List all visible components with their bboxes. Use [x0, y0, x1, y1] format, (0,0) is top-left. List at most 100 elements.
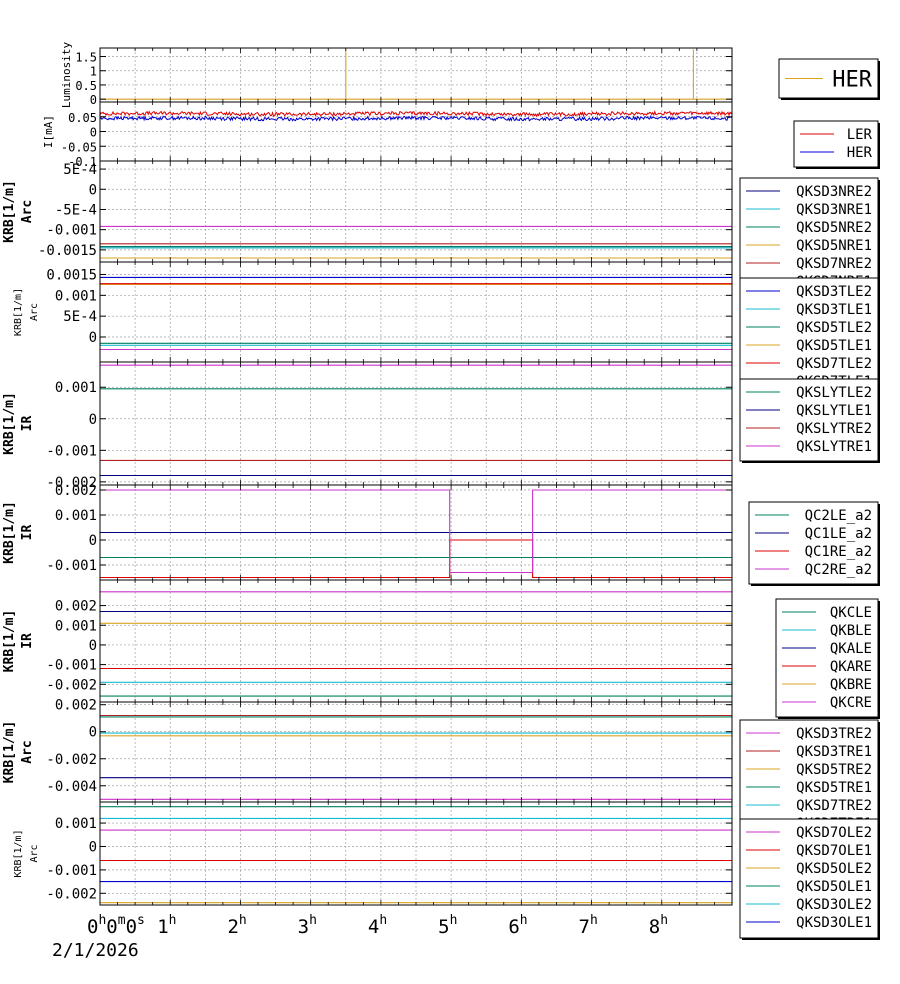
y-axis-label-region: Arc: [20, 740, 35, 763]
series-line-qc1re_a2: [100, 539, 732, 579]
legend-entry-qksd7tle2: QKSD7TLE2: [796, 356, 872, 372]
legend-entry-qkcle: QKCLE: [830, 605, 872, 621]
legend-entry-qksd5tre1: QKSD5TRE1: [796, 780, 872, 796]
series-line-her: [100, 49, 732, 100]
legend: QKSD7OLE2 QKSD7OLE1 QKSD5OLE2 QKSD5OLE1 QKSD…: [739, 818, 880, 940]
x-tick-label: 8h: [649, 913, 668, 938]
y-tick-label: -0.002: [46, 752, 97, 768]
y-tick-label: -0.1: [68, 155, 97, 169]
legend-entry-qksd7ole1: QKSD7OLE1: [796, 843, 872, 859]
y-tick-label: 0.0015: [46, 268, 97, 284]
y-tick-label: 0.001: [55, 380, 97, 396]
legend-entry-qksd5tle1: QKSD5TLE1: [796, 338, 872, 354]
y-tick-label: 0: [89, 725, 97, 741]
y-axis-label: KRB[1/m]: [2, 180, 17, 243]
y-axis-label: I[mA]: [42, 115, 55, 148]
series-line-her: [99, 114, 733, 122]
legend-entry-qksd7nre2: QKSD7NRE2: [796, 256, 872, 272]
y-tick-label: 0: [89, 638, 97, 654]
legend-entry-qkbre: QKBRE: [830, 677, 872, 693]
legend-entry-qkble: QKBLE: [830, 623, 872, 639]
y-tick-label: 0.002: [55, 599, 97, 615]
legend-entry-qksd5ole1: QKSD5OLE1: [796, 879, 872, 895]
legend-entry-qc1le_a2: QC1LE_a2: [805, 526, 872, 542]
panel-6: 0.002 0.001 0 -0.001 KRB[1/m] IR: [2, 483, 733, 581]
legend-box: [748, 501, 879, 585]
legend-entry-qkslytre1: QKSLYTRE1: [796, 439, 872, 455]
y-tick-label: -5E-4: [55, 202, 97, 218]
y-tick-label: -0.002: [46, 475, 97, 491]
legend-entry-qkale: QKALE: [830, 641, 872, 657]
legend: LER HER: [793, 120, 880, 169]
legend-entry-qksd3tle1: QKSD3TLE1: [796, 302, 872, 318]
legend-box: [793, 120, 879, 168]
legend: QC2LE_a2 QC1LE_a2 QC1RE_a2 QC2RE_a2: [748, 501, 880, 586]
panel-9: 0.001 0 -0.001 -0.002 KRB[1/m] Arc: [13, 801, 733, 906]
legend-entry-qkare: QKARE: [830, 659, 872, 675]
x-tick-label: 4h: [368, 913, 387, 938]
y-axis-label-region: Arc: [29, 844, 40, 862]
y-tick-label: 0.001: [55, 816, 97, 832]
y-tick-label: -0.0015: [38, 243, 97, 259]
legend: QKSLYTLE2 QKSLYTLE1 QKSLYTRE2 QKSLYTRE1: [739, 378, 880, 463]
x-tick-label: 0h0m0s: [87, 913, 145, 938]
legend-entry-qksd3ole2: QKSD3OLE2: [796, 897, 872, 913]
legend-box: [739, 818, 879, 939]
y-tick-label: 1: [90, 65, 97, 79]
y-tick-label: 0.5: [75, 79, 97, 93]
y-tick-label: 0.001: [55, 288, 97, 304]
x-axis-labels: 0h0m0s 1h 2h 3h 4h 5h 6h 7h 8h 2/1/2026: [52, 913, 668, 961]
y-axis-label-region: IR: [20, 525, 35, 541]
y-tick-label: -0.002: [46, 677, 97, 693]
legend-box: [739, 177, 879, 298]
legend-box: [739, 378, 879, 462]
y-tick-label: 0: [89, 839, 97, 855]
x-tick-label: 7h: [579, 913, 598, 938]
legend-entry-qc2re_a2: QC2RE_a2: [805, 562, 872, 578]
legend-entry-qksd3tre1: QKSD3TRE1: [796, 744, 872, 760]
x-tick-label: 6h: [508, 913, 527, 938]
legend-entry-qksd7tre2: QKSD7TRE2: [796, 798, 872, 814]
y-tick-label: 0.001: [55, 618, 97, 634]
panel-3: 5E-4 0 -5E-4 -0.001 -0.0015 KRB[1/m] Arc: [2, 160, 733, 263]
y-axis-label-region: IR: [20, 633, 35, 649]
y-axis-label: Luminosity: [60, 42, 73, 109]
legend-entry-qksd5tre2: QKSD5TRE2: [796, 762, 872, 778]
x-tick-label: 2h: [227, 913, 246, 938]
y-axis-label: KRB[1/m]: [13, 829, 24, 877]
legend: QKCLE QKBLE QKALE QKARE QKBRE QKCRE: [775, 598, 880, 719]
legend-entry-qksd7ole2: QKSD7OLE2: [796, 825, 872, 841]
panel-5: 0.001 0 -0.001 -0.002 KRB[1/m] IR: [2, 361, 733, 491]
y-tick-label: 0: [89, 533, 97, 549]
legend-entry-qksd3tre2: QKSD3TRE2: [796, 726, 872, 742]
y-tick-label: -0.001: [46, 863, 97, 879]
legend-entry-qkslytre2: QKSLYTRE2: [796, 421, 872, 437]
y-axis-label: KRB[1/m]: [13, 288, 24, 336]
legend-entry-her: HER: [832, 68, 872, 93]
y-tick-label: 0: [90, 126, 97, 140]
y-tick-label: -0.001: [46, 443, 97, 459]
x-tick-label: 1h: [157, 913, 176, 938]
x-axis-date: 2/1/2026: [52, 940, 139, 961]
y-tick-label: 0: [89, 330, 97, 346]
y-tick-label: 0: [89, 182, 97, 198]
legend-entry-qc1re_a2: QC1RE_a2: [805, 544, 872, 560]
legend-entry-qksd3tle2: QKSD3TLE2: [796, 284, 872, 300]
y-tick-label: -0.05: [61, 140, 97, 154]
x-tick-label: 3h: [298, 913, 317, 938]
legend-entry-qksd3ole1: QKSD3OLE1: [796, 915, 872, 931]
legend-entry-qkcre: QKCRE: [830, 695, 872, 711]
y-tick-label: 5E-4: [63, 162, 97, 178]
series-line-qc2re_a2: [100, 489, 732, 574]
y-tick-label: -0.001: [46, 658, 97, 674]
panel-7: 0.002 0.001 0 -0.001 -0.002 KRB[1/m] IR: [2, 579, 733, 703]
y-tick-label: 1.5: [75, 51, 97, 65]
plot-area: [100, 802, 732, 905]
legend-entry-qkslytle1: QKSLYTLE1: [796, 403, 872, 419]
legend-entry-qc2le_a2: QC2LE_a2: [805, 508, 872, 524]
legend-entry-qksd3nre1: QKSD3NRE1: [796, 202, 872, 218]
y-tick-label: -0.001: [46, 558, 97, 574]
y-tick-label: 0.002: [55, 483, 97, 499]
